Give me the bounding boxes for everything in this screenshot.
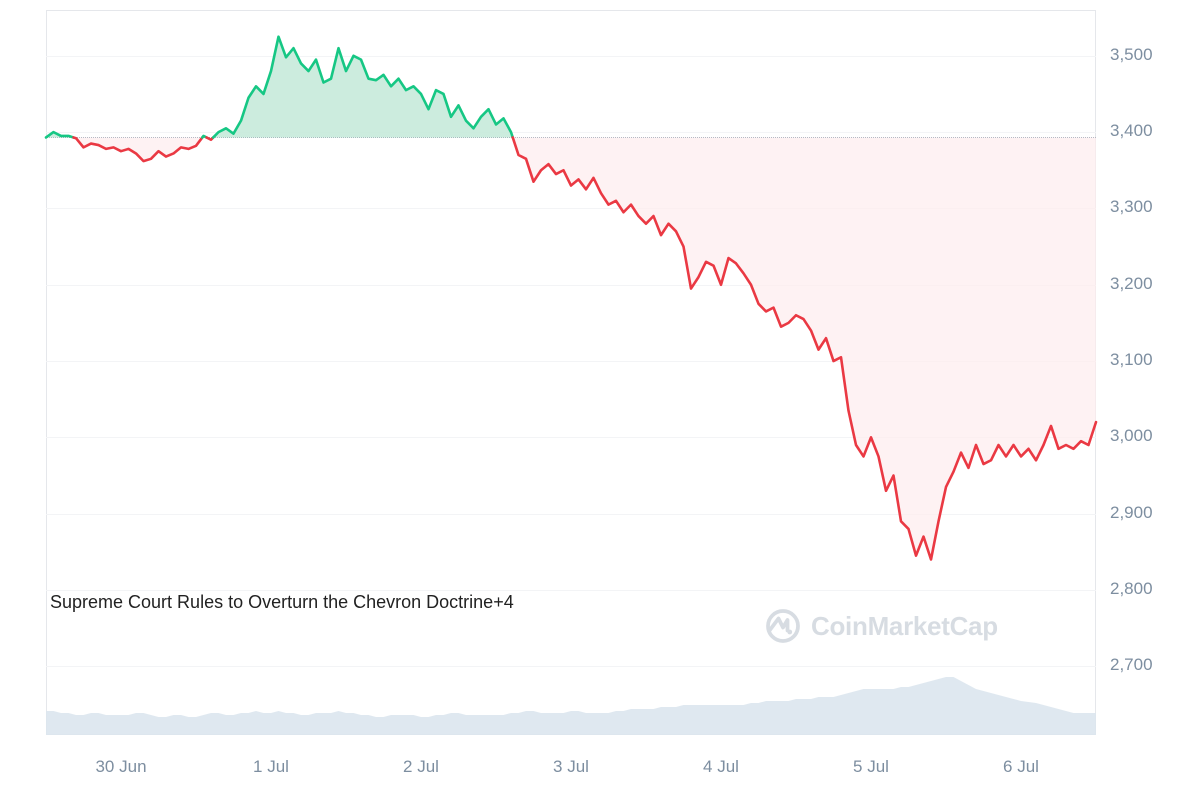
- area-above-baseline: [46, 37, 513, 138]
- volume-area: [46, 643, 1096, 735]
- area-below-baseline: [74, 137, 1097, 559]
